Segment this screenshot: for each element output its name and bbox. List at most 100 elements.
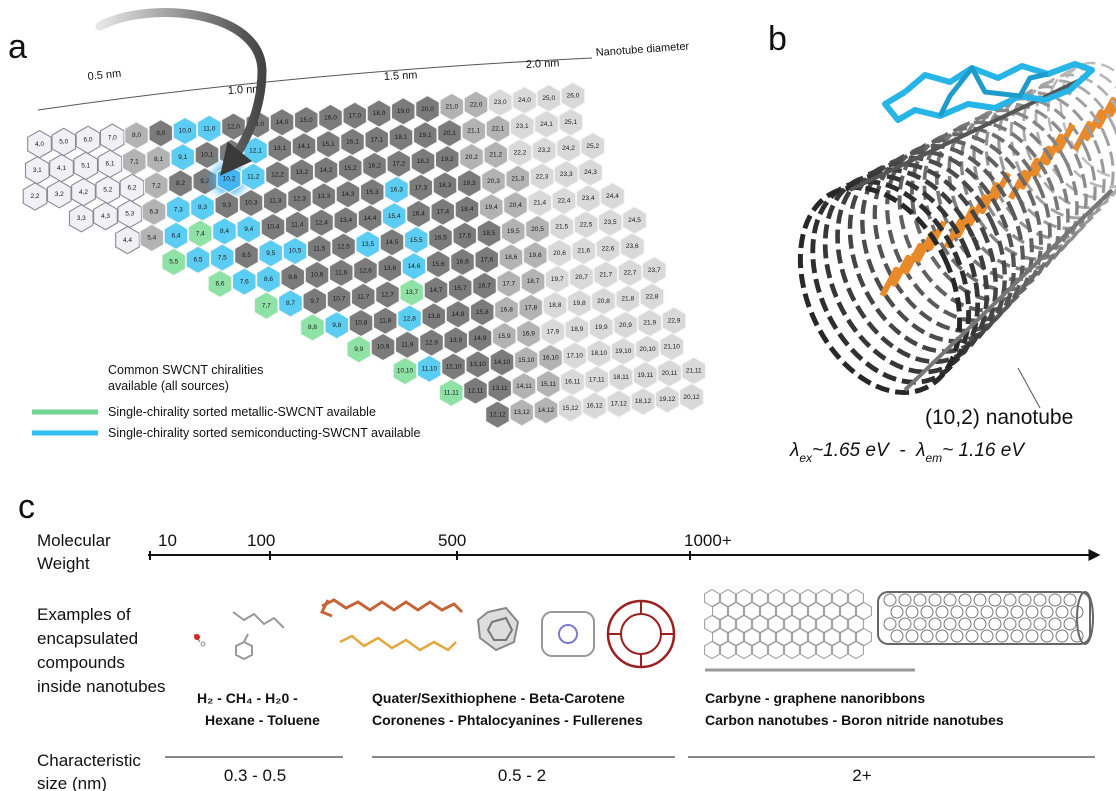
cell-label: 10,2	[223, 176, 236, 183]
cell-label: 6,6	[215, 280, 224, 287]
cell-label: 3,2	[55, 191, 64, 198]
axis-title: Molecular	[37, 531, 111, 550]
tube-hex	[1010, 605, 1024, 619]
hex-cell	[115, 225, 140, 255]
graphene-hex	[744, 627, 760, 647]
cell-label: 19,11	[637, 372, 653, 379]
cell-label: 5,4	[147, 235, 156, 242]
cell-label: 10,6	[311, 272, 324, 279]
axis-tick-label: 100	[247, 531, 275, 550]
cell-label: 21,8	[621, 296, 634, 303]
hex-cell	[654, 385, 680, 414]
tube-hex	[890, 605, 904, 619]
cell-label: 4,3	[101, 213, 110, 220]
cell-label: 19,10	[615, 348, 632, 355]
value: ~ 1.16 eV	[942, 440, 1026, 461]
hex-cell	[485, 400, 510, 429]
cell-label: 7,5	[218, 254, 227, 261]
cell-label: 19,4	[485, 204, 498, 211]
cell-label: 16,2	[368, 163, 381, 170]
tube-hex	[943, 617, 957, 631]
cell-label: 21,7	[599, 272, 612, 279]
graphene-hex	[760, 601, 776, 621]
cell-label: 21,4	[533, 200, 546, 207]
cell-label: 19,1	[419, 132, 432, 139]
tube-hex	[1018, 593, 1032, 607]
cell-label: 24,4	[606, 193, 619, 200]
tube-hex	[920, 629, 934, 643]
tube-hex	[1070, 605, 1084, 619]
cell-label: 25,0	[542, 95, 555, 102]
graphene-hex	[768, 588, 784, 608]
pointer-arrow	[95, 8, 267, 176]
graphene-hex	[848, 640, 864, 660]
guest-chain	[879, 220, 947, 298]
cell-label: 6,0	[83, 136, 92, 143]
value: ~1.65 eV -	[812, 440, 916, 461]
tube-hex	[1033, 617, 1047, 631]
axis-tick-label: 10	[158, 531, 177, 550]
cell-label: 25,2	[586, 143, 599, 150]
graphene-hex	[712, 601, 728, 621]
tube-hex	[1070, 629, 1084, 643]
cell-label: 19,7	[551, 276, 564, 283]
tube-hex	[1025, 605, 1039, 619]
hex-cell	[93, 201, 118, 231]
cell-label: 14,4	[364, 215, 377, 222]
cell-label: 22,7	[624, 269, 637, 276]
cell-label: 12,3	[293, 195, 306, 202]
hex-cell	[438, 378, 464, 408]
cell-label: 22,8	[646, 293, 659, 300]
cell-label: 23,0	[494, 99, 507, 106]
graphene-hex	[832, 588, 848, 608]
cell-label: 21,3	[511, 176, 524, 183]
cell-label: 18,9	[571, 326, 584, 333]
tube-hex	[913, 593, 927, 607]
panel-letter: a	[8, 28, 27, 66]
cell-label: 19,12	[659, 396, 676, 403]
cell-label: 26,0	[567, 93, 580, 100]
cell-label: 5,0	[59, 139, 68, 146]
cell-label: 9,1	[178, 154, 187, 161]
cell-label: 11,11	[444, 390, 460, 397]
cell-label: 13,8	[427, 313, 440, 320]
cell-label: 12,0	[227, 123, 240, 130]
group-text: H₂ - CH₄ - H₂0 -	[197, 690, 298, 706]
cell-label: 8,4	[220, 228, 229, 235]
cell-label: 11,10	[421, 366, 437, 373]
panel-b: b (10,2) nanotube λex~1.65 eV - λem~ 1.1…	[768, 20, 1116, 465]
group-text: Hexane - Toluene	[205, 712, 320, 728]
graphene-hex	[720, 588, 736, 608]
cell-label: 20,11	[662, 370, 678, 377]
cell-label: 10,1	[201, 152, 214, 159]
cell-label: 4,1	[57, 165, 66, 172]
legend-text: available (all sources)	[108, 379, 229, 393]
symbol: λ	[915, 440, 925, 461]
row-title: Examples of	[37, 605, 131, 624]
cell-label: 21,10	[664, 344, 681, 351]
hex-cell	[253, 291, 279, 320]
cell-label: 13,9	[449, 337, 462, 344]
cell-label: 5,1	[81, 163, 90, 170]
tube-hex	[935, 629, 949, 643]
graphene-hex	[752, 614, 768, 634]
cell-label: 17,4	[436, 208, 449, 215]
tube-hex	[1055, 629, 1069, 643]
tube-hex	[943, 593, 957, 607]
row-title: Characteristic	[37, 751, 141, 770]
cell-label: 8,2	[176, 180, 185, 187]
cell-label: 18,12	[635, 398, 652, 405]
cell-label: 20,7	[575, 274, 588, 281]
cell-label: 15,8	[476, 309, 489, 316]
size-range: 0.3 - 0.5	[224, 766, 286, 785]
tube-hex	[1025, 629, 1039, 643]
cell-label: 12,9	[425, 339, 438, 346]
cell-label: 7,4	[196, 230, 205, 237]
cell-label: 20,5	[531, 226, 544, 233]
tube-edge	[903, 188, 1114, 392]
graphene-hex	[800, 640, 816, 660]
cell-label: 19,9	[595, 324, 608, 331]
tube-ring	[947, 114, 1070, 272]
cell-label: 19,3	[463, 180, 476, 187]
graphene-hex	[704, 614, 720, 634]
